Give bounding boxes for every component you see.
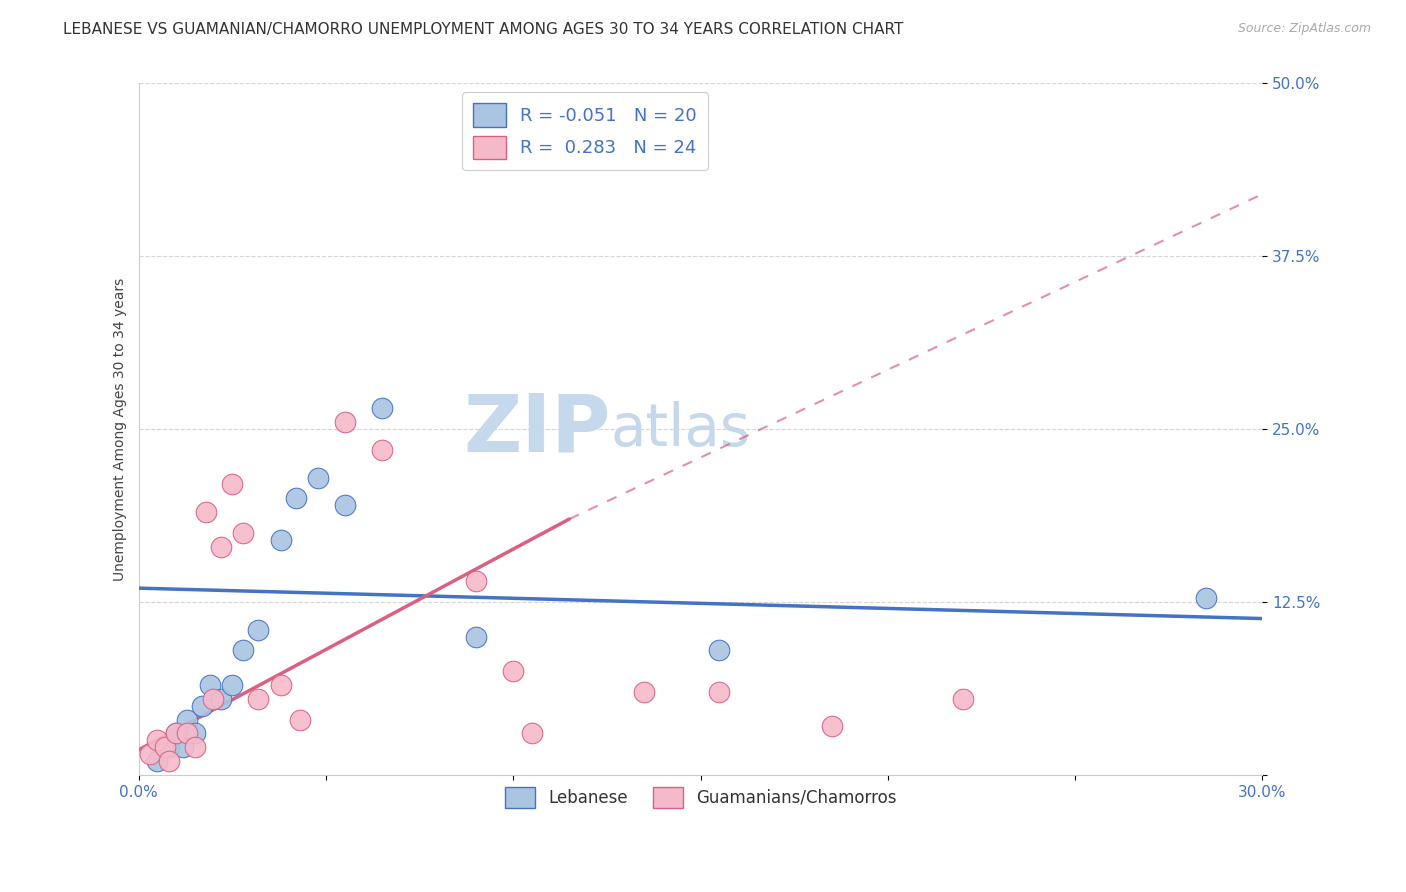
Point	[139, 747, 162, 761]
Point	[247, 623, 270, 637]
Point	[209, 691, 232, 706]
Point	[371, 401, 394, 416]
Point	[284, 491, 307, 506]
Point	[209, 540, 232, 554]
Legend: Lebanese, Guamanians/Chamorros: Lebanese, Guamanians/Chamorros	[498, 780, 903, 815]
Point	[307, 470, 329, 484]
Point	[464, 574, 486, 589]
Point	[157, 754, 180, 768]
Point	[221, 678, 243, 692]
Point	[502, 664, 524, 678]
Text: atlas: atlas	[610, 401, 751, 458]
Point	[176, 713, 198, 727]
Point	[232, 525, 254, 540]
Point	[709, 643, 731, 657]
Point	[820, 719, 842, 733]
Point	[270, 678, 292, 692]
Point	[633, 685, 655, 699]
Point	[183, 740, 205, 755]
Text: LEBANESE VS GUAMANIAN/CHAMORRO UNEMPLOYMENT AMONG AGES 30 TO 34 YEARS CORRELATIO: LEBANESE VS GUAMANIAN/CHAMORRO UNEMPLOYM…	[63, 22, 904, 37]
Point	[952, 691, 974, 706]
Y-axis label: Unemployment Among Ages 30 to 34 years: Unemployment Among Ages 30 to 34 years	[114, 277, 128, 581]
Text: ZIP: ZIP	[464, 390, 610, 468]
Point	[176, 726, 198, 740]
Point	[232, 643, 254, 657]
Point	[270, 533, 292, 547]
Point	[371, 442, 394, 457]
Point	[198, 678, 221, 692]
Point	[191, 698, 214, 713]
Point	[520, 726, 543, 740]
Point	[165, 726, 187, 740]
Point	[333, 498, 356, 512]
Point	[146, 754, 169, 768]
Point	[165, 726, 187, 740]
Text: Source: ZipAtlas.com: Source: ZipAtlas.com	[1237, 22, 1371, 36]
Point	[157, 740, 180, 755]
Point	[173, 740, 195, 755]
Point	[247, 691, 270, 706]
Point	[146, 733, 169, 747]
Point	[194, 505, 217, 519]
Point	[333, 415, 356, 429]
Point	[464, 630, 486, 644]
Point	[153, 740, 176, 755]
Point	[183, 726, 205, 740]
Point	[709, 685, 731, 699]
Point	[202, 691, 225, 706]
Point	[1195, 591, 1218, 605]
Point	[221, 477, 243, 491]
Point	[288, 713, 311, 727]
